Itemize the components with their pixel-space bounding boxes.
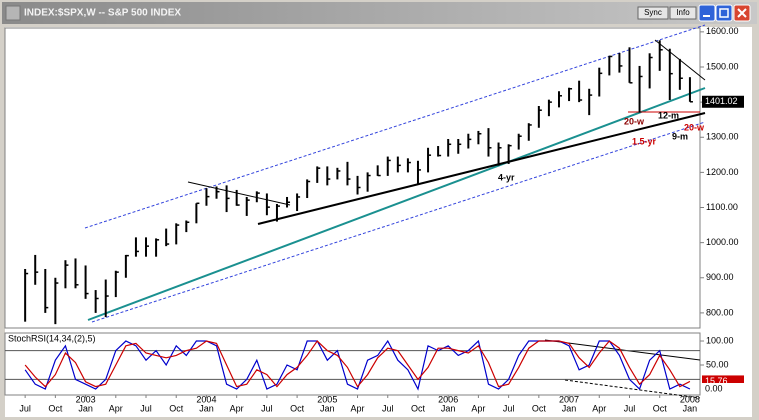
y-tick-label: 1300.00 <box>706 132 739 142</box>
y-tick-label: 1100.00 <box>706 202 738 212</box>
x-tick-label: Jan <box>199 403 214 413</box>
annotation: 20-w <box>624 116 645 126</box>
x-tick-label: Oct <box>653 403 668 413</box>
y-tick-label: 1000.00 <box>706 237 739 247</box>
oscillator-line <box>24 340 691 388</box>
x-tick-label: Apr <box>592 403 606 413</box>
x-tick-label: Jul <box>382 403 394 413</box>
channel-upper <box>84 24 706 229</box>
title-bar <box>2 2 757 24</box>
info-label[interactable]: Info <box>676 8 690 17</box>
year-label: 2003 <box>76 394 96 404</box>
year-label: 2007 <box>559 394 579 404</box>
chart-area <box>5 27 752 417</box>
year-label: 2005 <box>317 394 337 404</box>
x-tick-label: Jul <box>503 403 515 413</box>
osc-dashed-trendline <box>564 379 701 399</box>
annotation: 4-yr <box>498 172 515 182</box>
annotation: 12-m <box>658 110 679 120</box>
last-value-label: 0.00 <box>705 383 723 393</box>
x-tick-label: Jan <box>683 403 698 413</box>
minimize-button[interactable] <box>698 4 716 22</box>
x-tick-label: Jul <box>19 403 31 413</box>
oscillator-line <box>24 339 691 391</box>
x-tick-label: Jul <box>624 403 636 413</box>
y-tick-label: 100.00 <box>706 335 734 345</box>
x-tick-label: Oct <box>411 403 426 413</box>
downtrend-2004 <box>187 181 291 206</box>
y-tick-label: 1600.00 <box>706 26 739 36</box>
four-year-trendline <box>257 112 706 225</box>
y-tick-label: 900.00 <box>706 272 734 282</box>
maximize-icon <box>719 8 729 18</box>
annotation: 1.5-yr <box>632 136 657 146</box>
y-tick-label: 1500.00 <box>706 61 739 71</box>
y-tick-label: 1200.00 <box>706 167 739 177</box>
y-tick-label: 800.00 <box>706 307 734 317</box>
info-button[interactable] <box>669 6 697 20</box>
x-tick-label: Oct <box>290 403 305 413</box>
sync-label[interactable]: Sync <box>644 8 662 17</box>
x-tick-label: Oct <box>48 403 63 413</box>
x-tick-label: Jan <box>441 403 456 413</box>
annotation: 9-m <box>672 131 688 141</box>
trendlines <box>84 24 706 399</box>
oscillator-panel <box>4 332 701 396</box>
last-value-label: 1401.02 <box>705 96 738 106</box>
y-tick-label: 50.00 <box>706 359 729 369</box>
price-panel <box>4 27 701 329</box>
year-label: 2008 <box>680 394 700 404</box>
x-tick-label: Apr <box>351 403 365 413</box>
sync-button[interactable] <box>637 6 669 20</box>
close-icon <box>737 8 747 18</box>
x-tick-label: Jan <box>320 403 335 413</box>
oscillator-title: StochRSI(14,34,(2),5) <box>8 333 96 343</box>
last-value-box <box>702 383 744 396</box>
annotation: 20-w <box>684 122 705 132</box>
x-tick-label: Apr <box>471 403 485 413</box>
osc-trendline <box>544 339 701 361</box>
window-icon <box>5 5 21 21</box>
channel-lower <box>91 121 706 323</box>
teal-trendline <box>87 87 706 321</box>
x-tick-label: Jan <box>562 403 577 413</box>
window-title: INDEX:$SPX,W -- S&P 500 INDEX <box>24 8 181 19</box>
x-tick-label: Oct <box>169 403 184 413</box>
maximize-button[interactable] <box>715 4 733 22</box>
x-tick-label: Jul <box>140 403 152 413</box>
x-tick-label: Jan <box>78 403 93 413</box>
last-value-label: 15.76 <box>705 376 728 386</box>
year-label: 2004 <box>196 394 216 404</box>
x-tick-label: Oct <box>532 403 547 413</box>
x-tick-label: Apr <box>230 403 244 413</box>
x-tick-label: Apr <box>109 403 123 413</box>
year-label: 2006 <box>438 394 458 404</box>
x-tick-label: Jul <box>261 403 273 413</box>
last-value-box <box>702 95 744 108</box>
